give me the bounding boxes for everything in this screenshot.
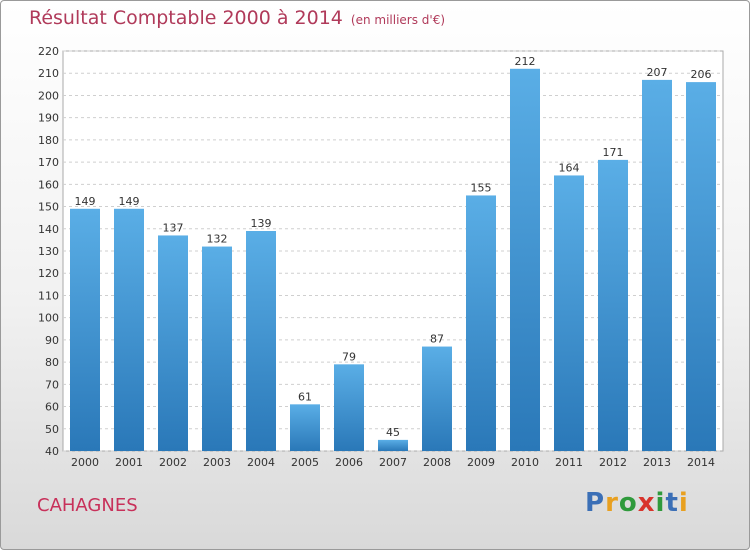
data-label: 61 (298, 390, 312, 403)
x-tick-label: 2009 (467, 456, 495, 469)
bar-2008 (422, 346, 452, 451)
bar-2003 (202, 246, 232, 451)
data-label: 132 (207, 233, 228, 246)
y-tick-label: 140 (38, 223, 59, 236)
y-tick-label: 190 (38, 112, 59, 125)
bar-2007 (378, 439, 408, 451)
x-tick-label: 2012 (599, 456, 627, 469)
y-tick-label: 50 (45, 423, 59, 436)
x-tick-label: 2008 (423, 456, 451, 469)
chart-title-text: Résultat Comptable 2000 à 2014 (29, 7, 343, 29)
y-tick-label: 90 (45, 334, 59, 347)
data-label: 171 (603, 146, 624, 159)
data-label: 139 (251, 217, 272, 230)
y-tick-label: 160 (38, 178, 59, 191)
data-label: 207 (647, 66, 668, 79)
x-tick-label: 2006 (335, 456, 363, 469)
data-label: 79 (342, 350, 356, 363)
bar-2002 (158, 235, 188, 451)
data-label: 45 (386, 426, 400, 439)
chart-title: Résultat Comptable 2000 à 2014 (en millie… (29, 7, 445, 29)
y-tick-label: 130 (38, 245, 59, 258)
y-tick-label: 100 (38, 312, 59, 325)
data-label: 155 (471, 181, 492, 194)
y-tick-label: 210 (38, 67, 59, 80)
logo-letter: t (665, 488, 679, 518)
x-tick-label: 2014 (687, 456, 715, 469)
bar-2010 (510, 68, 540, 452)
chart-subtitle: (en milliers d'€) (350, 13, 446, 27)
logo-letter: i (678, 488, 689, 518)
data-label: 206 (691, 68, 712, 81)
bar-2001 (114, 208, 144, 451)
y-tick-label: 60 (45, 401, 59, 414)
logo-letter: i (655, 488, 666, 518)
logo-letter: P (585, 488, 606, 518)
y-tick-label: 200 (38, 89, 59, 102)
bar-2011 (554, 175, 584, 451)
y-tick-label: 170 (38, 156, 59, 169)
logo-letter: o (618, 488, 638, 518)
y-tick-label: 110 (38, 289, 59, 302)
bar-2000 (70, 208, 100, 451)
commune-name: CAHAGNES (37, 495, 138, 516)
y-tick-label: 180 (38, 134, 59, 147)
x-tick-label: 2010 (511, 456, 539, 469)
y-axis: 40 50 60 70 80 90 100 110 120 130 140 150 160 170 180 1… (38, 45, 59, 458)
data-label: 149 (119, 195, 140, 208)
x-tick-label: 2003 (203, 456, 231, 469)
x-tick-label: 2013 (643, 456, 671, 469)
x-axis: 2000 2001 2002 2003 2004 2005 2006 2007 2008 2009… (71, 456, 715, 469)
y-tick-label: 120 (38, 267, 59, 280)
y-tick-label: 150 (38, 201, 59, 214)
x-tick-label: 2007 (379, 456, 407, 469)
logo-letter: r (605, 488, 619, 518)
x-tick-label: 2002 (159, 456, 187, 469)
y-tick-label: 70 (45, 378, 59, 391)
bar-2006 (334, 364, 364, 451)
bar-2004 (246, 231, 276, 451)
bar-2005 (290, 404, 320, 451)
y-tick-label: 80 (45, 356, 59, 369)
y-tick-label: 220 (38, 45, 59, 58)
data-label: 212 (515, 55, 536, 68)
y-tick-label: 40 (45, 445, 59, 458)
bar-2013 (642, 79, 672, 451)
bar-2014 (686, 82, 716, 451)
bars: 149 149 137 132 139 61 79 45 87 155 212 164 171 207 20… (70, 55, 716, 452)
x-tick-label: 2005 (291, 456, 319, 469)
x-tick-label: 2011 (555, 456, 583, 469)
bar-2012 (598, 159, 628, 451)
x-tick-label: 2004 (247, 456, 275, 469)
x-tick-label: 2000 (71, 456, 99, 469)
data-label: 87 (430, 333, 444, 346)
proxiti-logo: Proxiti (585, 488, 689, 518)
logo-letter: x (637, 488, 656, 518)
data-label: 164 (559, 161, 580, 174)
data-label: 137 (163, 221, 184, 234)
x-tick-label: 2001 (115, 456, 143, 469)
bar-2009 (466, 195, 496, 451)
data-label: 149 (75, 195, 96, 208)
